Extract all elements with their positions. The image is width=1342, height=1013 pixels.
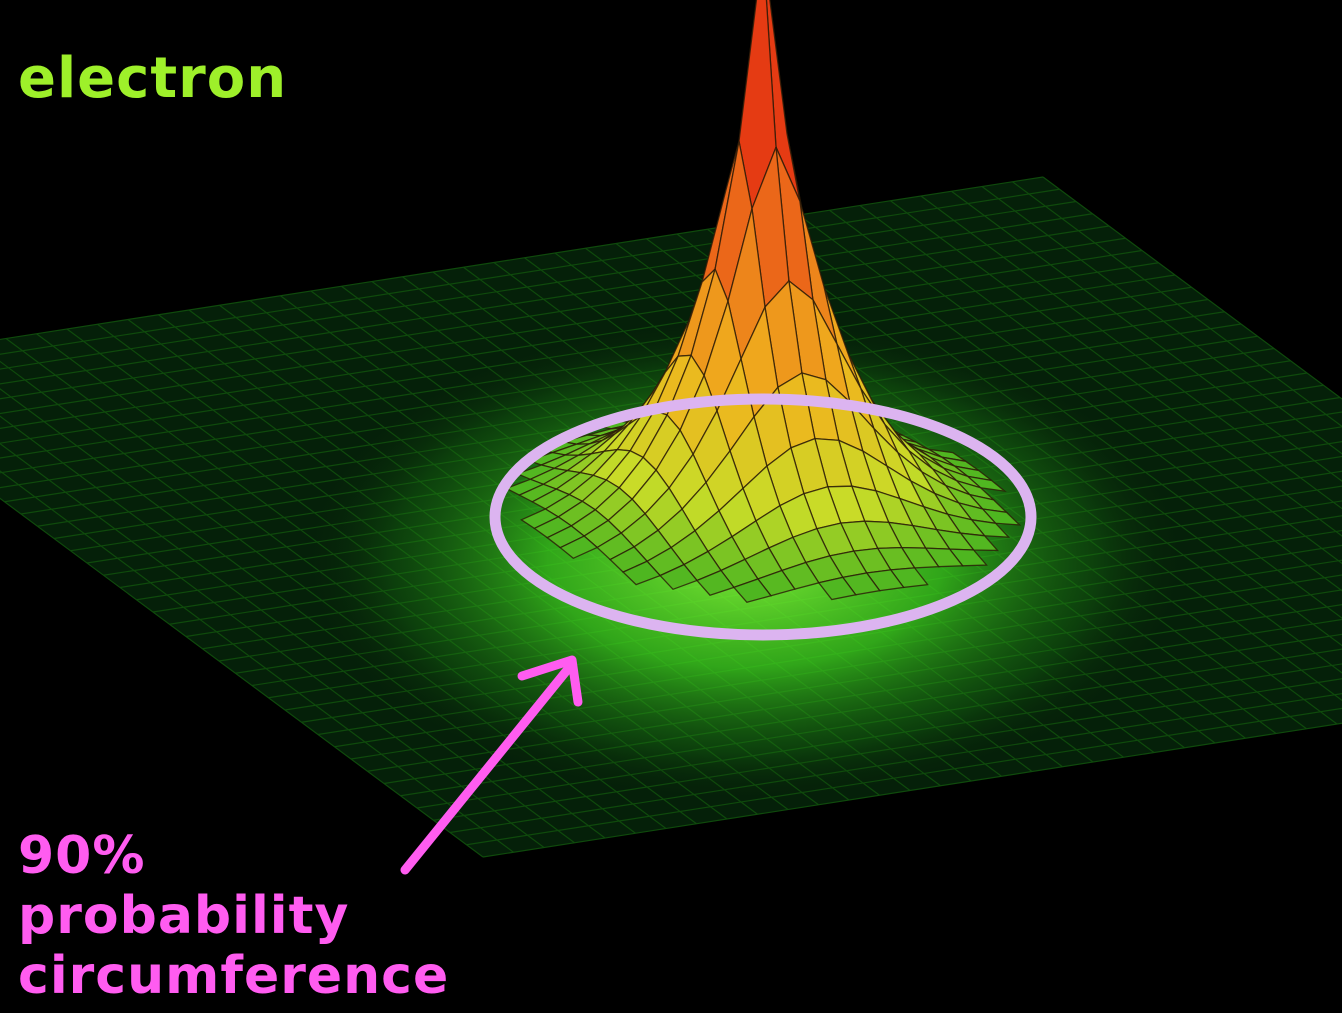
electron-label: electron <box>18 46 288 111</box>
probability-ring <box>489 393 1037 641</box>
grid-line <box>829 209 1342 592</box>
arrow-shaft <box>400 659 577 875</box>
grid-line <box>920 195 1342 510</box>
probability-caption: 90% probability circumference <box>18 826 449 1006</box>
grid-line <box>449 692 1342 834</box>
grid-line <box>981 186 1342 455</box>
caption-line-circumference: circumference <box>18 946 450 1006</box>
caption-line-percent: 90% <box>18 826 146 886</box>
pointer-arrow <box>400 655 583 875</box>
grid-line <box>1012 181 1342 428</box>
surface-cell <box>817 576 857 601</box>
surface-cell <box>732 578 773 604</box>
grid-line <box>951 190 1342 482</box>
grid-line <box>1042 176 1342 400</box>
grid-line <box>890 200 1342 537</box>
grid-line <box>859 205 1342 565</box>
peak-surface <box>504 0 1022 604</box>
arrow-head <box>517 655 583 707</box>
caption-line-probability: probability <box>18 886 350 946</box>
grid-line <box>466 707 1342 846</box>
grid-line <box>482 722 1342 858</box>
